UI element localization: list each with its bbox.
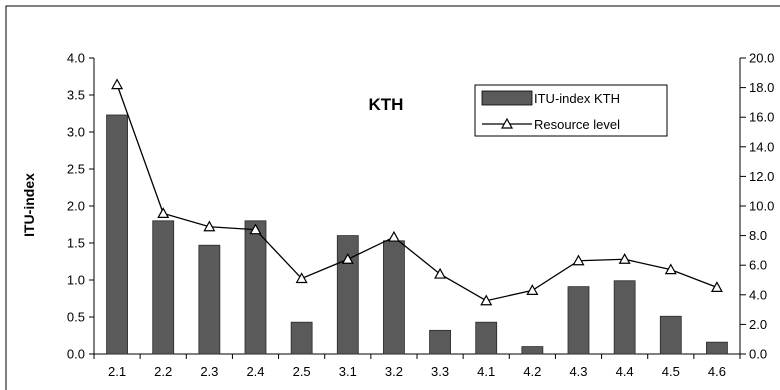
x-tick-label: 2.4: [246, 364, 264, 379]
x-tick-label: 3.3: [431, 364, 449, 379]
bar-2.4: [244, 220, 267, 355]
point-2.2: [157, 207, 170, 218]
right-tick-label: 18.0: [749, 80, 774, 95]
right-tick-label: 8.0: [749, 228, 767, 243]
legend-label-bars: ITU-index KTH: [534, 91, 620, 106]
legend: ITU-index KTH Resource level: [474, 84, 668, 137]
point-4.5: [664, 263, 677, 275]
x-tick-label: 4.3: [569, 364, 587, 379]
right-tick-label: 10.0: [749, 199, 774, 214]
point-3.1: [341, 253, 354, 264]
left-tick-label: 2.0: [67, 199, 85, 214]
bar-4.5: [659, 315, 682, 355]
left-tick-label: 0.5: [67, 310, 85, 325]
point-2.1: [111, 78, 124, 90]
left-tick-label: 3.5: [67, 88, 85, 103]
bar-2.3: [198, 244, 221, 355]
legend-label-line: Resource level: [534, 117, 620, 132]
left-tick-label: 3.0: [67, 125, 85, 140]
right-tick-label: 6.0: [749, 258, 767, 273]
point-2.4: [249, 223, 262, 235]
legend-triangle-marker: [500, 117, 514, 129]
bar-3.2: [383, 240, 405, 355]
x-tick-label: 4.5: [662, 364, 680, 379]
legend-bar-swatch: [481, 90, 533, 106]
bar-2.2: [152, 220, 175, 355]
x-axis: 2.1 2.2 2.3 2.4 2.5 3.1 3.2 3.3 4.1 4.2 4.3 4.4 4.5 4…: [93, 353, 741, 379]
point-4.3: [572, 254, 585, 266]
bar-3.1: [336, 235, 359, 355]
bar-4.6: [706, 341, 728, 355]
left-tick-label: 2.5: [67, 162, 85, 177]
x-tick-label: 2.1: [108, 364, 126, 379]
chart-title: KTH: [369, 95, 404, 114]
point-2.3: [203, 220, 216, 232]
point-4.2: [526, 284, 539, 295]
bar-4.4: [613, 280, 636, 355]
point-3.2: [387, 230, 400, 242]
left-tick-label: 1.5: [67, 236, 85, 251]
x-tick-label: 3.2: [385, 364, 403, 379]
right-y-axis: 0.0 2.0 4.0 6.0 8.0 10.0 12.0 14.0 16.0 18.0 20.0: [739, 51, 774, 362]
x-tick-label: 2.3: [200, 364, 218, 379]
chart-frame: [5, 5, 780, 390]
bar-4.3: [567, 286, 590, 355]
y-axis-label: ITU-index: [21, 173, 37, 237]
left-tick-label: 4.0: [67, 51, 85, 66]
point-4.1: [480, 294, 493, 306]
left-y-axis: 0.0 0.5 1.0 1.5 2.0 2.5 3.0 3.5 4.0: [67, 51, 95, 362]
left-tick-label: 0.0: [67, 347, 85, 362]
point-3.3: [434, 267, 447, 279]
right-tick-label: 12.0: [749, 169, 774, 184]
x-tick-label: 4.4: [616, 364, 634, 379]
x-tick-label: 4.1: [477, 364, 495, 379]
right-tick-label: 14.0: [749, 139, 774, 154]
line-series: [111, 78, 723, 306]
x-tick-label: 4.6: [708, 364, 726, 379]
x-tick-label: 2.5: [293, 364, 311, 379]
bar-4.2: [521, 346, 544, 355]
right-tick-label: 16.0: [749, 110, 774, 125]
left-tick-label: 1.0: [67, 273, 85, 288]
right-tick-label: 4.0: [749, 287, 767, 302]
bar-series: [106, 114, 728, 355]
resource-level-line: [116, 84, 718, 302]
point-4.4: [618, 253, 631, 264]
bar-2.5: [290, 321, 313, 355]
bar-2.1: [106, 114, 128, 355]
x-tick-label: 4.2: [523, 364, 541, 379]
point-2.5: [295, 272, 308, 284]
bar-4.1: [475, 321, 498, 355]
bar-3.3: [429, 329, 451, 355]
x-tick-label: 2.2: [154, 364, 172, 379]
right-tick-label: 0.0: [749, 347, 767, 362]
x-tick-label: 3.1: [339, 364, 357, 379]
point-4.6: [710, 281, 723, 292]
right-tick-label: 20.0: [749, 51, 774, 66]
right-tick-label: 2.0: [749, 317, 767, 332]
